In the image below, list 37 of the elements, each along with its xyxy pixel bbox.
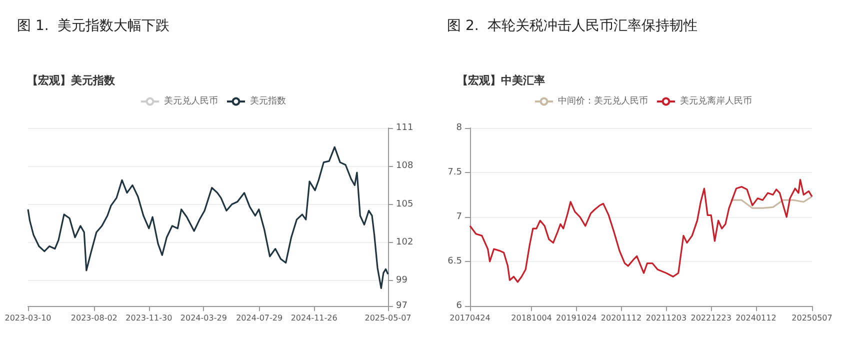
x-tick-label: 2025-05-07 bbox=[364, 314, 412, 322]
x-tick-label: 20201112 bbox=[600, 314, 642, 322]
y-tick-label: 7.5 bbox=[448, 168, 462, 178]
legend-label: 美元兑人民币 bbox=[164, 96, 218, 106]
y-tick-label: 6.5 bbox=[448, 256, 462, 266]
x-tick-label: 20181004 bbox=[511, 314, 552, 322]
y-tick-label: 8 bbox=[456, 123, 462, 133]
x-tick-label: 2024-11-26 bbox=[290, 314, 338, 322]
line-series bbox=[27, 146, 389, 289]
x-tick-label: 2023-03-10 bbox=[4, 314, 52, 322]
x-tick-label: 2024-07-29 bbox=[236, 314, 283, 322]
y2-tick-label: 105 bbox=[396, 199, 414, 210]
y2-tick-label: 108 bbox=[396, 161, 414, 172]
line-series bbox=[730, 196, 813, 209]
y2-tick-label: 111 bbox=[396, 123, 414, 133]
legend-label: 美元指数 bbox=[250, 96, 286, 106]
x-tick-label: 20240112 bbox=[736, 314, 776, 322]
y-tick-label: 7 bbox=[456, 212, 462, 222]
x-tick-label: 20191024 bbox=[556, 314, 597, 322]
x-tick-label: 2023-11-30 bbox=[126, 314, 172, 322]
legend-label: 美元兑离岸人民币 bbox=[680, 96, 752, 106]
chart-subtitle: 【宏观】美元指数 bbox=[27, 74, 116, 87]
y2-tick-label: 102 bbox=[396, 237, 414, 248]
x-tick-label: 2023-08-02 bbox=[70, 314, 118, 322]
x-tick-label: 20250507 bbox=[792, 314, 832, 322]
x-tick-label: 20170424 bbox=[450, 314, 490, 322]
chart-subtitle: 【宏观】中美汇率 bbox=[457, 74, 545, 87]
x-tick-label: 20211203 bbox=[646, 314, 687, 322]
y-tick-label: 6 bbox=[456, 301, 462, 311]
y2-tick-label: 99 bbox=[396, 276, 408, 286]
chart-title: 图 2. 本轮关税冲击人民币汇率保持韧性 bbox=[447, 18, 698, 34]
y2-tick-label: 97 bbox=[396, 301, 408, 311]
line-series bbox=[469, 178, 813, 283]
x-tick-label: 2024-03-29 bbox=[180, 314, 227, 322]
chart-title: 图 1. 美元指数大幅下跌 bbox=[17, 18, 170, 34]
legend-label: 中间价：美元兑人民币 bbox=[558, 96, 648, 106]
x-tick-label: 20221223 bbox=[690, 314, 732, 322]
